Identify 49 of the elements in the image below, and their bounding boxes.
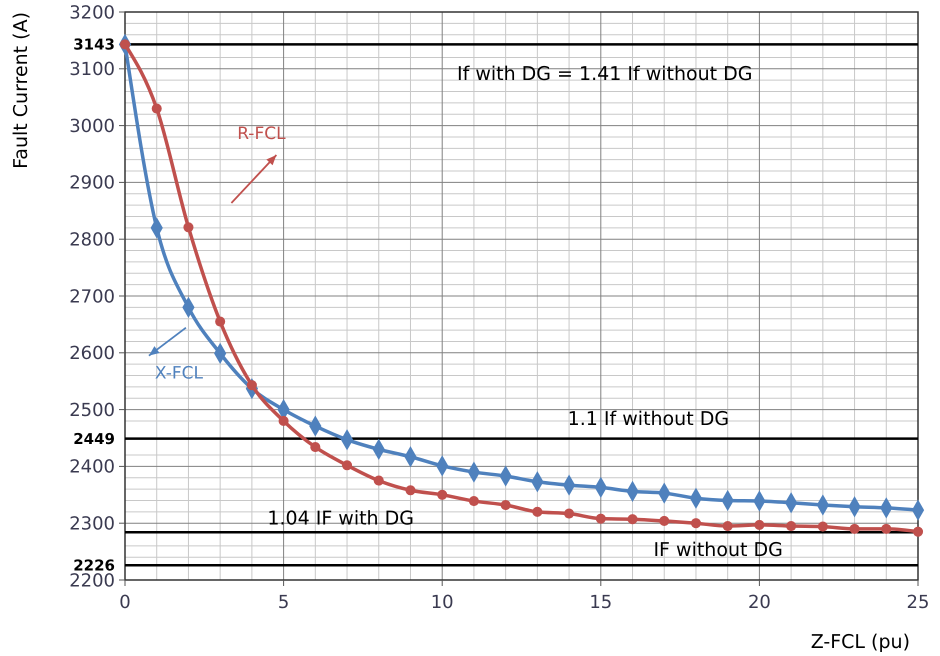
annotation: 1.1 If without DG — [568, 408, 730, 430]
point — [722, 521, 733, 532]
point — [374, 476, 384, 486]
point — [532, 506, 542, 517]
point — [754, 520, 764, 530]
ref-line-label: 2449 — [73, 430, 115, 448]
point — [468, 496, 479, 506]
y-tick-label: 3000 — [69, 116, 115, 137]
point — [690, 518, 702, 528]
point — [183, 222, 194, 232]
x-tick-label: 10 — [430, 592, 454, 613]
point — [500, 500, 511, 510]
point — [405, 485, 416, 496]
point — [912, 526, 924, 537]
annotation: IF without DG — [653, 538, 783, 561]
legend-label: X-FCL — [154, 364, 204, 384]
point — [850, 524, 860, 534]
y-axis-title: Fault Current (A) — [10, 12, 32, 169]
y-tick-label: 3100 — [69, 59, 115, 80]
point — [278, 416, 289, 426]
x-tick-label: 0 — [119, 592, 131, 613]
point — [215, 316, 226, 327]
y-tick-label: 2400 — [69, 456, 115, 478]
y-tick-label: 3200 — [69, 2, 115, 24]
point — [342, 460, 352, 470]
point — [818, 522, 828, 532]
y-tick-label: 2700 — [69, 286, 115, 308]
point — [310, 442, 320, 452]
x-tick-label: 15 — [589, 592, 612, 613]
point — [881, 524, 892, 534]
point — [437, 490, 448, 500]
point — [152, 104, 162, 114]
point — [659, 516, 670, 526]
y-tick-label: 2800 — [69, 230, 115, 250]
y-tick-label: 2300 — [69, 514, 115, 534]
point — [627, 514, 638, 524]
x-tick-label: 5 — [278, 592, 290, 613]
x-tick-label: 25 — [906, 592, 930, 613]
x-tick-label: 20 — [748, 592, 771, 613]
ref-line-label: 3143 — [73, 36, 115, 54]
y-tick-label: 2600 — [69, 343, 115, 364]
point — [786, 521, 796, 532]
annotation: 1.04 IF with DG — [267, 508, 414, 530]
point — [564, 508, 574, 519]
x-axis-title: Z-FCL (pu) — [810, 631, 910, 653]
annotation: If with DG = 1.41 If without DG — [457, 62, 753, 85]
y-tick-label: 2500 — [69, 400, 115, 421]
y-tick-label: 2900 — [69, 172, 115, 194]
point — [596, 514, 606, 524]
